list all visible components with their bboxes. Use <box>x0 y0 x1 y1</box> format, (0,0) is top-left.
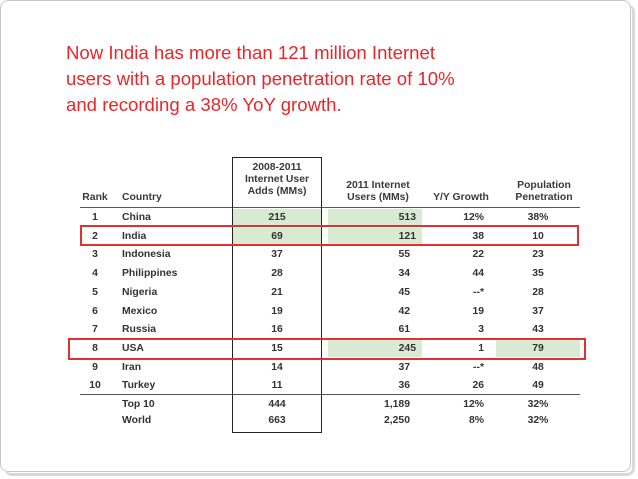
table-cell-growth: 44 <box>472 268 484 280</box>
table-cell-rank: 10 <box>89 380 101 392</box>
header-divider <box>80 207 580 208</box>
table-cell-rank: 4 <box>92 268 98 280</box>
table-cell-pen: 35 <box>532 268 544 280</box>
table-cell-users: 45 <box>398 286 410 298</box>
totals-cell-users: 2,250 <box>383 415 410 426</box>
totals-cell-growth: 8% <box>468 415 484 426</box>
table-cell-growth: --* <box>473 361 484 373</box>
header-penetration-line-1: Population <box>517 180 571 191</box>
table-cell-users: 55 <box>398 249 410 261</box>
table-cell-rank: 9 <box>92 361 98 373</box>
table-cell-users: 42 <box>398 305 410 317</box>
totals-cell-pen: 32% <box>527 415 549 426</box>
table-cell-adds: 15 <box>271 342 283 354</box>
headline-line-1: Now India has more than 121 million Inte… <box>66 42 435 63</box>
header-growth: Y/Y Growth <box>433 192 489 203</box>
table-cell-growth: 12% <box>463 212 484 223</box>
table-cell-rank: 7 <box>92 324 98 336</box>
table-cell-adds: 69 <box>232 227 322 245</box>
totals-cell-label: Top 10 <box>122 399 155 410</box>
table-cell-adds: 21 <box>271 286 283 298</box>
header-adds-line-3: Adds (MMs) <box>247 186 307 197</box>
table-cell-growth: 1 <box>478 342 484 354</box>
headline-line-2: users with a population penetration rate… <box>66 68 455 89</box>
table-cell-growth: 38 <box>472 230 484 242</box>
table-cell-adds: 19 <box>271 305 283 317</box>
header-adds-line-2: Internet User <box>244 174 310 185</box>
table-cell-pen: 23 <box>532 249 544 261</box>
table-cell-country: Russia <box>122 324 157 336</box>
table-cell-growth: 22 <box>472 249 484 261</box>
header-adds-line-1: 2008-2011 <box>252 162 302 173</box>
table-cell-country: Indonesia <box>122 249 171 261</box>
header-country: Country <box>122 192 162 203</box>
headline: Now India has more than 121 million Inte… <box>66 40 606 118</box>
header-penetration-line-2: Penetration <box>515 192 573 203</box>
table-cell-users: 121 <box>328 227 422 245</box>
table-cell-rank: 2 <box>92 230 98 242</box>
table-cell-country: USA <box>122 342 144 354</box>
table-cell-adds: 16 <box>271 324 283 336</box>
table-cell-pen: 28 <box>532 286 544 298</box>
table-cell-adds: 215 <box>232 209 322 226</box>
header-users: 2011 Internet Users (MMs) <box>334 180 422 204</box>
table-cell-pen: 43 <box>532 324 544 336</box>
table-cell-pen: 37 <box>532 305 544 317</box>
table-cell-rank: 1 <box>92 212 98 223</box>
table-cell-users: 513 <box>328 209 422 226</box>
header-users-line-2: Users (MMs) <box>347 192 409 203</box>
table-cell-pen: 38% <box>527 212 549 223</box>
table-cell-country: Philippines <box>122 268 178 280</box>
table-cell-pen: 49 <box>532 380 544 392</box>
table-cell-country: Iran <box>122 361 142 373</box>
table-cell-growth: --* <box>473 286 484 298</box>
table-cell-growth: 26 <box>472 380 484 392</box>
adds-column-box <box>232 157 322 433</box>
table-cell-users: 37 <box>398 361 410 373</box>
headline-line-3: and recording a 38% YoY growth. <box>66 94 342 115</box>
totals-cell-pen: 32% <box>527 399 549 410</box>
table-cell-adds: 11 <box>271 380 283 392</box>
internet-users-table: Rank Country 2008-2011 Internet User Add… <box>66 156 587 440</box>
table-cell-pen: 79 <box>496 339 580 357</box>
table-cell-adds: 14 <box>271 361 283 373</box>
header-adds: 2008-2011 Internet User Adds (MMs) <box>234 162 320 198</box>
table-cell-growth: 19 <box>472 305 484 317</box>
table-cell-rank: 3 <box>92 249 98 261</box>
table-cell-rank: 6 <box>92 305 98 317</box>
table-cell-rank: 8 <box>92 342 98 354</box>
table-cell-country: China <box>122 212 151 223</box>
table-cell-country: Mexico <box>122 305 158 317</box>
header-rank: Rank <box>82 192 108 203</box>
totals-cell-users: 1,189 <box>383 399 410 410</box>
usa-highlight-box <box>68 338 586 360</box>
table-cell-rank: 5 <box>92 286 98 298</box>
table-cell-growth: 3 <box>478 324 484 336</box>
table-cell-users: 34 <box>398 268 410 280</box>
totals-divider <box>80 394 580 395</box>
totals-cell-label: World <box>122 415 152 426</box>
totals-cell-adds: 444 <box>268 399 286 410</box>
table-cell-country: India <box>122 230 147 242</box>
table-cell-country: Turkey <box>122 380 156 392</box>
table-cell-adds: 37 <box>271 249 283 261</box>
header-penetration: Population Penetration <box>502 180 586 204</box>
table-cell-pen: 48 <box>532 361 544 373</box>
table-cell-country: Nigeria <box>122 286 158 298</box>
table-cell-pen: 10 <box>532 230 544 242</box>
table-cell-adds: 28 <box>271 268 283 280</box>
table-cell-users: 61 <box>398 324 410 336</box>
totals-cell-adds: 663 <box>268 415 286 426</box>
totals-cell-growth: 12% <box>463 399 484 410</box>
table-cell-users: 36 <box>398 380 410 392</box>
india-highlight-box <box>80 225 579 246</box>
header-users-line-1: 2011 Internet <box>346 180 410 191</box>
table-cell-users: 245 <box>328 339 422 357</box>
